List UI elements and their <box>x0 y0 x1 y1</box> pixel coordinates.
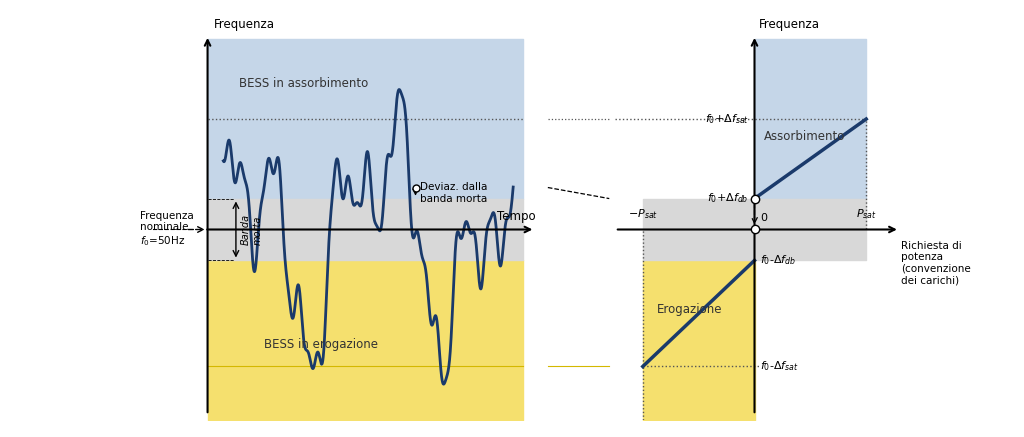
Text: $f_0$+$\Delta f_{sat}$: $f_0$+$\Delta f_{sat}$ <box>705 112 749 126</box>
Text: $f_0$+$\Delta f_{db}$: $f_0$+$\Delta f_{db}$ <box>708 192 749 205</box>
Text: $f_0$-$\Delta f_{db}$: $f_0$-$\Delta f_{db}$ <box>760 253 797 267</box>
Text: Deviaz. dalla
banda morta: Deviaz. dalla banda morta <box>420 182 487 204</box>
Text: Banda
morta: Banda morta <box>241 214 262 245</box>
Text: Tempo: Tempo <box>497 210 536 223</box>
Text: Richiesta di
potenza
(convenzione
dei carichi): Richiesta di potenza (convenzione dei ca… <box>901 240 971 285</box>
Text: $f_0$-$\Delta f_{sat}$: $f_0$-$\Delta f_{sat}$ <box>760 360 799 373</box>
Text: $P_{sat}$: $P_{sat}$ <box>856 207 877 221</box>
Text: Assorbimento: Assorbimento <box>764 130 846 143</box>
Text: Erogazione: Erogazione <box>656 302 722 316</box>
Text: $-P_{sat}$: $-P_{sat}$ <box>628 207 657 221</box>
Text: BESS in assorbimento: BESS in assorbimento <box>239 77 369 90</box>
Text: Frequenza
nominale
$f_0$=50Hz: Frequenza nominale $f_0$=50Hz <box>140 211 194 248</box>
Text: BESS in erogazione: BESS in erogazione <box>264 338 378 351</box>
Text: Frequenza: Frequenza <box>759 17 819 31</box>
Text: Frequenza: Frequenza <box>214 17 274 31</box>
Text: 0: 0 <box>760 213 767 223</box>
